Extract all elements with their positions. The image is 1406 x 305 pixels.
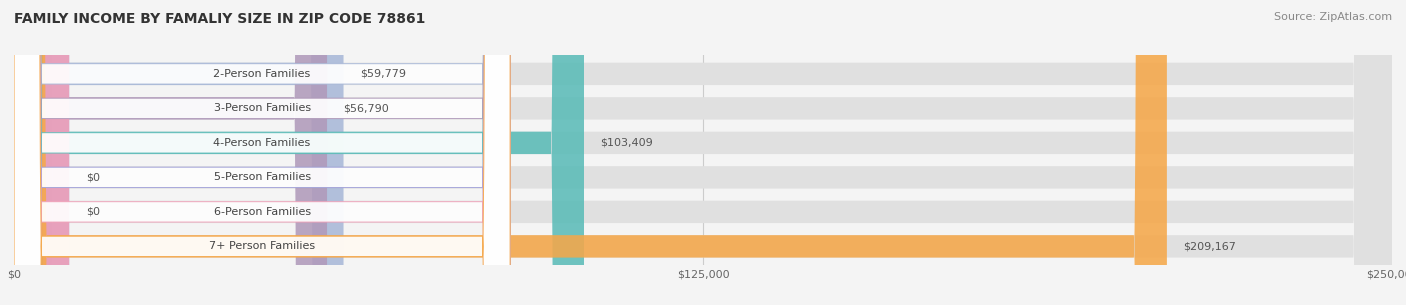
FancyBboxPatch shape <box>14 0 343 305</box>
FancyBboxPatch shape <box>14 0 69 305</box>
FancyBboxPatch shape <box>14 0 1392 305</box>
FancyBboxPatch shape <box>14 0 1392 305</box>
FancyBboxPatch shape <box>14 0 510 305</box>
Text: FAMILY INCOME BY FAMALIY SIZE IN ZIP CODE 78861: FAMILY INCOME BY FAMALIY SIZE IN ZIP COD… <box>14 12 426 26</box>
Text: 2-Person Families: 2-Person Families <box>214 69 311 79</box>
FancyBboxPatch shape <box>14 0 510 305</box>
FancyBboxPatch shape <box>14 0 1167 305</box>
Text: 5-Person Families: 5-Person Families <box>214 172 311 182</box>
Text: 6-Person Families: 6-Person Families <box>214 207 311 217</box>
Text: $56,790: $56,790 <box>343 103 389 113</box>
FancyBboxPatch shape <box>14 0 583 305</box>
FancyBboxPatch shape <box>14 0 328 305</box>
FancyBboxPatch shape <box>14 0 510 305</box>
Text: $59,779: $59,779 <box>360 69 406 79</box>
FancyBboxPatch shape <box>14 0 510 305</box>
Text: $103,409: $103,409 <box>600 138 654 148</box>
FancyBboxPatch shape <box>14 0 1392 305</box>
Text: 4-Person Families: 4-Person Families <box>214 138 311 148</box>
Text: $0: $0 <box>86 207 100 217</box>
Text: $209,167: $209,167 <box>1184 241 1236 251</box>
FancyBboxPatch shape <box>14 0 1392 305</box>
FancyBboxPatch shape <box>14 0 510 305</box>
FancyBboxPatch shape <box>14 0 1392 305</box>
Text: 7+ Person Families: 7+ Person Families <box>209 241 315 251</box>
Text: $0: $0 <box>86 172 100 182</box>
FancyBboxPatch shape <box>14 0 69 305</box>
Text: 3-Person Families: 3-Person Families <box>214 103 311 113</box>
Text: Source: ZipAtlas.com: Source: ZipAtlas.com <box>1274 12 1392 22</box>
FancyBboxPatch shape <box>14 0 1392 305</box>
FancyBboxPatch shape <box>14 0 510 305</box>
